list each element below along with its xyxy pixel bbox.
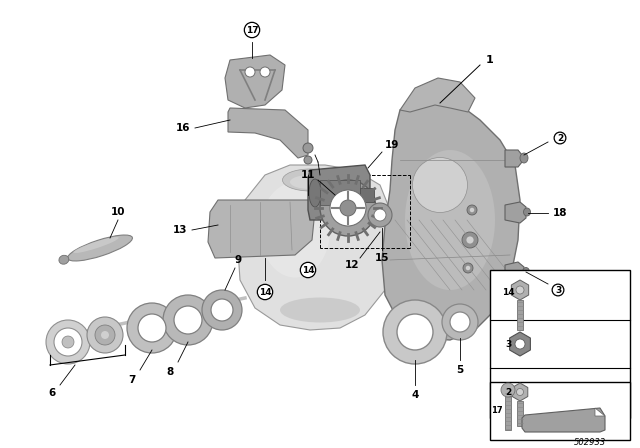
Text: 3: 3 [555, 285, 561, 294]
Text: 2: 2 [505, 388, 511, 396]
Circle shape [463, 263, 473, 273]
Ellipse shape [522, 267, 529, 276]
Text: 11: 11 [301, 170, 316, 180]
Circle shape [163, 295, 213, 345]
Ellipse shape [405, 150, 495, 290]
Text: 6: 6 [49, 388, 56, 398]
Circle shape [62, 336, 74, 348]
Text: 8: 8 [166, 367, 173, 377]
Ellipse shape [59, 255, 69, 264]
Text: 5: 5 [456, 365, 463, 375]
Ellipse shape [282, 169, 337, 191]
Circle shape [304, 156, 312, 164]
Circle shape [368, 203, 392, 227]
Text: 12: 12 [345, 260, 359, 270]
Circle shape [397, 314, 433, 350]
Circle shape [470, 208, 474, 212]
Circle shape [46, 320, 90, 364]
Bar [517, 401, 523, 426]
Text: 14: 14 [502, 288, 515, 297]
Circle shape [245, 67, 255, 77]
Polygon shape [400, 78, 475, 112]
Text: 14: 14 [259, 288, 271, 297]
Circle shape [127, 303, 177, 353]
Text: 16: 16 [176, 123, 190, 133]
Circle shape [101, 331, 109, 339]
Polygon shape [522, 408, 605, 432]
Ellipse shape [68, 235, 132, 261]
Text: 18: 18 [553, 208, 567, 218]
Text: 3: 3 [505, 340, 511, 349]
Polygon shape [512, 383, 528, 401]
Text: 2: 2 [557, 134, 563, 142]
Text: 7: 7 [128, 375, 136, 385]
Polygon shape [382, 100, 520, 340]
Bar [490, 382, 630, 440]
Polygon shape [225, 55, 285, 108]
Circle shape [54, 328, 82, 356]
Circle shape [516, 286, 524, 294]
Polygon shape [208, 200, 315, 258]
Polygon shape [238, 165, 390, 330]
Polygon shape [228, 108, 308, 158]
Ellipse shape [280, 297, 360, 323]
Bar [505, 392, 511, 430]
Bar [360, 188, 374, 202]
Ellipse shape [260, 182, 330, 277]
Circle shape [330, 190, 366, 226]
Circle shape [202, 290, 242, 330]
Ellipse shape [520, 153, 528, 163]
Text: 1: 1 [486, 55, 494, 65]
Ellipse shape [74, 237, 118, 253]
Ellipse shape [413, 158, 467, 212]
Polygon shape [308, 165, 370, 220]
Circle shape [467, 237, 474, 244]
Circle shape [374, 209, 386, 221]
Text: 13: 13 [173, 225, 188, 235]
Text: 17: 17 [491, 405, 503, 414]
Ellipse shape [309, 179, 321, 207]
Polygon shape [505, 202, 526, 223]
Circle shape [450, 312, 470, 332]
Circle shape [383, 300, 447, 364]
Text: 15: 15 [375, 253, 389, 263]
Polygon shape [509, 332, 531, 356]
Text: 14: 14 [301, 266, 314, 275]
Circle shape [466, 266, 470, 270]
Polygon shape [505, 150, 522, 167]
Text: 19: 19 [385, 140, 399, 150]
Circle shape [138, 314, 166, 342]
Circle shape [501, 383, 515, 397]
Bar [517, 300, 523, 330]
Circle shape [174, 306, 202, 334]
Circle shape [95, 325, 115, 345]
Circle shape [467, 205, 477, 215]
Text: 4: 4 [412, 390, 419, 400]
Polygon shape [595, 408, 605, 416]
Bar [490, 270, 630, 418]
Circle shape [340, 200, 356, 216]
Polygon shape [505, 262, 524, 282]
Circle shape [320, 180, 376, 236]
Bar [320, 180, 360, 205]
Polygon shape [511, 280, 529, 300]
Text: 17: 17 [246, 26, 259, 34]
Text: 10: 10 [111, 207, 125, 217]
Circle shape [303, 143, 313, 153]
Circle shape [211, 299, 233, 321]
Circle shape [442, 304, 478, 340]
Circle shape [462, 232, 478, 248]
Text: 502933: 502933 [574, 438, 606, 447]
Circle shape [87, 317, 123, 353]
Text: 9: 9 [234, 255, 241, 265]
Ellipse shape [290, 175, 330, 189]
Circle shape [260, 67, 270, 77]
Ellipse shape [524, 208, 531, 216]
Circle shape [516, 388, 524, 396]
Circle shape [515, 339, 525, 349]
